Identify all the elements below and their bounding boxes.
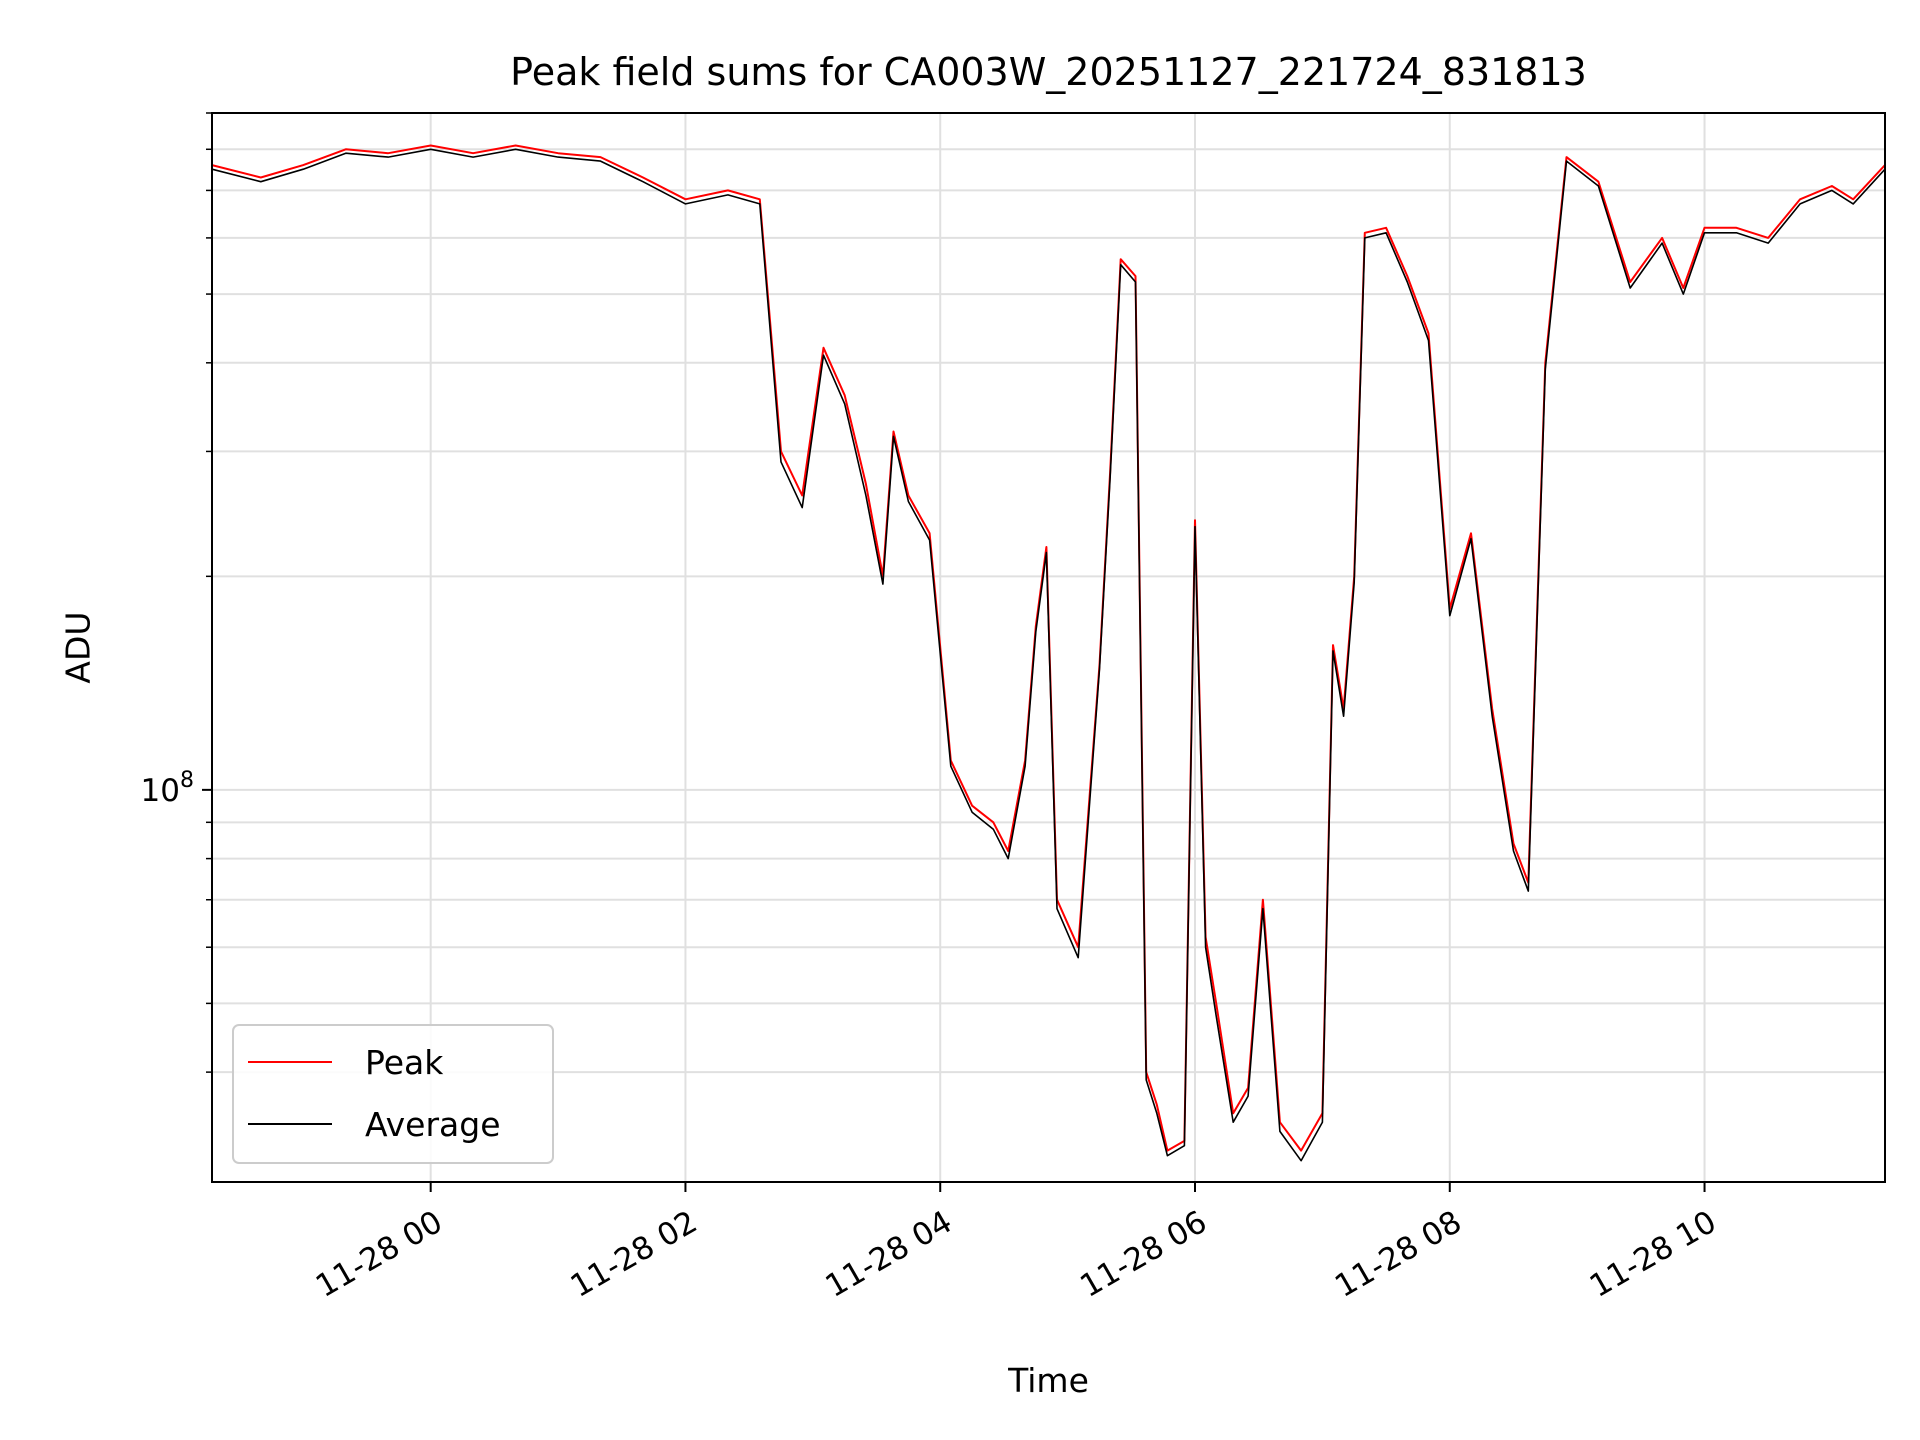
legend-label-peak: Peak <box>365 1043 444 1082</box>
plot-frame <box>211 112 1886 1183</box>
x-tick-label: 11-28 04 <box>819 1204 958 1305</box>
x-tick-label: 11-28 08 <box>1329 1204 1468 1305</box>
y-axis-label: ADU <box>59 611 98 683</box>
x-axis-label: Time <box>1007 1361 1089 1400</box>
x-tick-label: 11-28 10 <box>1584 1204 1723 1305</box>
x-tick-label: 11-28 06 <box>1074 1204 1213 1305</box>
x-tick-label: 11-28 00 <box>310 1204 449 1305</box>
series-layer <box>211 144 1886 1162</box>
y-tick-label: 108 <box>141 768 194 809</box>
legend: Peak Average <box>232 1024 554 1164</box>
x-tick-label: 11-28 02 <box>565 1204 704 1305</box>
legend-box <box>232 1024 554 1164</box>
legend-label-average: Average <box>365 1105 501 1144</box>
series-average-line <box>211 148 1886 1162</box>
chart-title: Peak field sums for CA003W_20251127_2217… <box>510 50 1587 94</box>
grid <box>212 112 1885 1182</box>
